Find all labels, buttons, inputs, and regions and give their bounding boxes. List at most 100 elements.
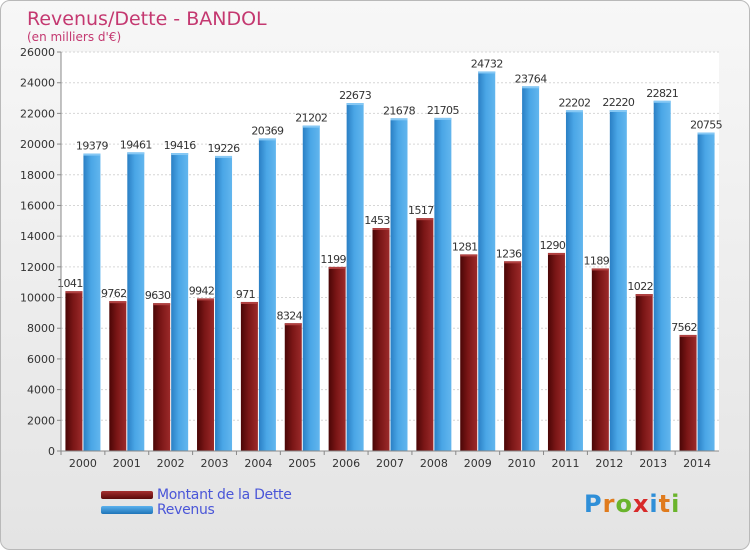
bar-dette-cap (372, 228, 390, 231)
data-label-dette: 1290 (540, 239, 566, 252)
bar-revenus-cap (127, 152, 145, 155)
data-label-revenus: 24732 (471, 57, 503, 70)
bar-revenus (653, 100, 671, 451)
data-label-dette: 1022 (627, 280, 653, 293)
proxiti-logo: Proxiti (584, 490, 680, 518)
bar-revenus (83, 153, 101, 452)
bar-revenus (390, 118, 408, 451)
bar-revenus (478, 71, 496, 451)
bar-revenus-cap (258, 138, 276, 141)
x-tick-label: 2008 (420, 457, 448, 470)
data-label-dette: 1517 (408, 204, 434, 217)
x-tick-label: 2005 (288, 457, 316, 470)
bar-dette-cap (153, 303, 171, 306)
y-tick-label: 20000 (20, 138, 55, 151)
y-tick-label: 14000 (20, 230, 55, 243)
data-label-revenus: 21678 (383, 104, 416, 117)
y-tick-label: 16000 (20, 199, 55, 212)
data-label-dette: 9630 (145, 289, 171, 302)
plot-area (61, 52, 719, 451)
logo-letter: t (658, 490, 672, 518)
bar-revenus-cap (434, 117, 452, 120)
bar-revenus-cap (346, 103, 364, 106)
data-label-revenus: 21705 (427, 104, 460, 117)
logo-letter: i (649, 490, 659, 518)
y-tick-label: 6000 (27, 353, 55, 366)
y-tick-label: 26000 (20, 46, 55, 59)
x-tick-label: 2001 (113, 457, 141, 470)
bar-dette (460, 254, 478, 451)
data-label-revenus: 19379 (76, 140, 109, 153)
logo-letter: o (615, 490, 633, 518)
x-tick-label: 2006 (332, 457, 360, 470)
data-label-dette: 7562 (671, 321, 697, 334)
x-tick-label: 2010 (508, 457, 536, 470)
data-label-dette: 1236 (496, 247, 522, 260)
bar-dette (65, 291, 83, 451)
logo-letter: i (671, 490, 681, 518)
bar-dette-cap (460, 254, 478, 257)
x-tick-label: 2004 (244, 457, 272, 470)
bar-dette (109, 301, 127, 451)
bar-revenus (434, 117, 452, 451)
data-label-dette: 1453 (364, 214, 390, 227)
bar-dette-cap (240, 301, 258, 304)
data-label-dette: 971 (236, 288, 255, 301)
bar-dette-cap (591, 268, 609, 271)
bar-dette (328, 266, 346, 451)
data-label-dette: 1189 (584, 254, 610, 267)
bar-dette-cap (416, 218, 434, 221)
bar-dette (547, 252, 565, 451)
x-tick-label: 2002 (157, 457, 185, 470)
x-tick-label: 2000 (69, 457, 97, 470)
data-label-revenus: 20755 (690, 118, 723, 131)
data-label-dette: 1281 (452, 240, 478, 253)
legend-label-revenus: Revenus (157, 501, 215, 518)
bar-dette-cap (504, 261, 522, 264)
bar-dette (284, 323, 302, 451)
bar-revenus-cap (522, 86, 540, 89)
bar-revenus-cap (215, 155, 233, 158)
bar-revenus-cap (565, 110, 583, 113)
data-label-dette: 1199 (320, 253, 346, 266)
bar-dette (591, 268, 609, 451)
y-tick-label: 10000 (20, 292, 55, 305)
y-tick-label: 4000 (27, 384, 55, 397)
data-label-revenus: 22220 (602, 96, 635, 109)
x-tick-label: 2007 (376, 457, 404, 470)
bar-dette (504, 261, 522, 451)
bar-dette (240, 301, 258, 451)
legend-swatch-dette (101, 490, 153, 499)
bar-dette-cap (284, 323, 302, 326)
data-label-dette: 8324 (276, 309, 302, 322)
data-label-dette: 9942 (189, 284, 215, 297)
chart-legend: Montant de la Dette Revenus (101, 487, 292, 518)
bar-revenus (171, 153, 189, 452)
bar-revenus (346, 103, 364, 452)
bar-dette-cap (635, 294, 653, 297)
y-tick-label: 18000 (20, 169, 55, 182)
bar-revenus-cap (171, 153, 189, 156)
data-label-revenus: 23764 (515, 72, 548, 85)
bar-revenus-cap (653, 100, 671, 103)
bar-revenus-cap (390, 118, 408, 121)
y-tick-label: 8000 (27, 322, 55, 335)
bar-dette (197, 298, 215, 451)
bar-dette (153, 303, 171, 451)
chart-title: Revenus/Dette - BANDOL (27, 8, 267, 30)
x-tick-label: 2003 (201, 457, 229, 470)
legend-swatch-revenus (101, 505, 153, 514)
y-tick-label: 22000 (20, 107, 55, 120)
data-label-revenus: 22673 (339, 89, 372, 102)
bar-revenus (215, 155, 233, 452)
bar-revenus (565, 110, 583, 451)
data-label-revenus: 21202 (295, 112, 327, 125)
logo-letter: r (602, 490, 616, 518)
legend-item-revenus: Revenus (101, 501, 292, 518)
bar-revenus (522, 86, 540, 452)
chart-subtitle: (en milliers d'€) (27, 30, 121, 44)
bar-revenus (609, 110, 627, 452)
bar-dette-cap (109, 301, 127, 304)
